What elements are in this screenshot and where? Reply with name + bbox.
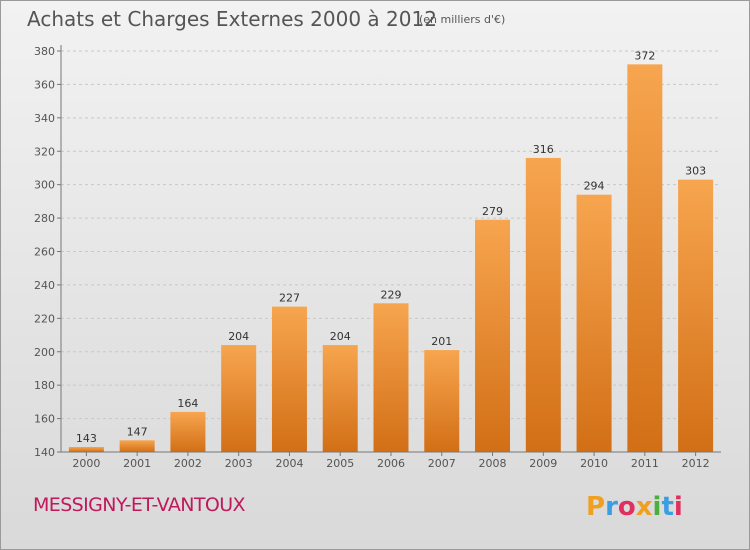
bar-2000 [68,446,104,452]
y-tick-label: 240 [34,279,55,292]
bar-2006 [373,303,409,452]
y-tick-label: 160 [34,413,55,426]
x-tick-label: 2008 [479,457,507,470]
x-tick-label: 2002 [174,457,202,470]
y-tick-label: 320 [34,145,55,158]
bar-2002 [170,411,206,452]
x-tick-label: 2007 [428,457,456,470]
data-label-2010: 294 [584,180,605,193]
x-tick-label: 2000 [72,457,100,470]
data-label-2000: 143 [76,432,97,445]
bar-2004 [271,306,307,452]
x-tick-label: 2012 [682,457,710,470]
bar-2007 [424,350,460,452]
data-label-2003: 204 [228,330,249,343]
chart-unit: (en milliers d'€) [419,13,506,26]
bars-layer: 143 147 164 204 227 204 229 201 279 316 294 372 303 [68,49,714,453]
data-label-2011: 372 [634,49,655,62]
x-tick-label: 2004 [275,457,303,470]
y-tick-label: 260 [34,246,55,259]
chart-title: Achats et Charges Externes 2000 à 2012 [27,7,437,31]
x-tick-label: 2001 [123,457,151,470]
y-tick-label: 180 [34,379,55,392]
y-tick-label: 340 [34,112,55,125]
axis-layer: 140 160 180 200 220 240 260 280 300 320 340 360 380 2… [34,45,721,470]
x-tick-label: 2009 [529,457,557,470]
bar-2003 [221,345,257,452]
bar-2005 [322,345,358,452]
y-tick-label: 200 [34,346,55,359]
data-label-2005: 204 [330,330,351,343]
data-label-2007: 201 [431,335,452,348]
data-label-2004: 227 [279,292,300,305]
y-tick-label: 360 [34,78,55,91]
x-tick-label: 2006 [377,457,405,470]
y-tick-label: 220 [34,312,55,325]
x-tick-label: 2011 [631,457,659,470]
bar-2011 [627,64,663,452]
x-tick-label: 2010 [580,457,608,470]
x-tick-label: 2003 [225,457,253,470]
y-tick-label: 140 [34,446,55,459]
bar-2001 [119,440,155,452]
svg-text:Proxiti: Proxiti [586,492,683,520]
y-tick-label: 380 [34,45,55,58]
data-label-2009: 316 [533,143,554,156]
data-label-2008: 279 [482,205,503,218]
data-label-2002: 164 [177,397,198,410]
data-label-2001: 147 [127,425,148,438]
bar-2009 [525,157,561,452]
x-tick-label: 2005 [326,457,354,470]
bar-2010 [576,194,612,453]
bar-2012 [678,179,714,452]
data-label-2012: 303 [685,165,706,178]
city-name: MESSIGNY-ET-VANTOUX [33,494,246,516]
y-tick-label: 280 [34,212,55,225]
data-label-2006: 229 [381,288,402,301]
y-tick-label: 300 [34,179,55,192]
bar-2008 [475,219,511,452]
proxiti-logo: Proxiti [586,492,683,520]
